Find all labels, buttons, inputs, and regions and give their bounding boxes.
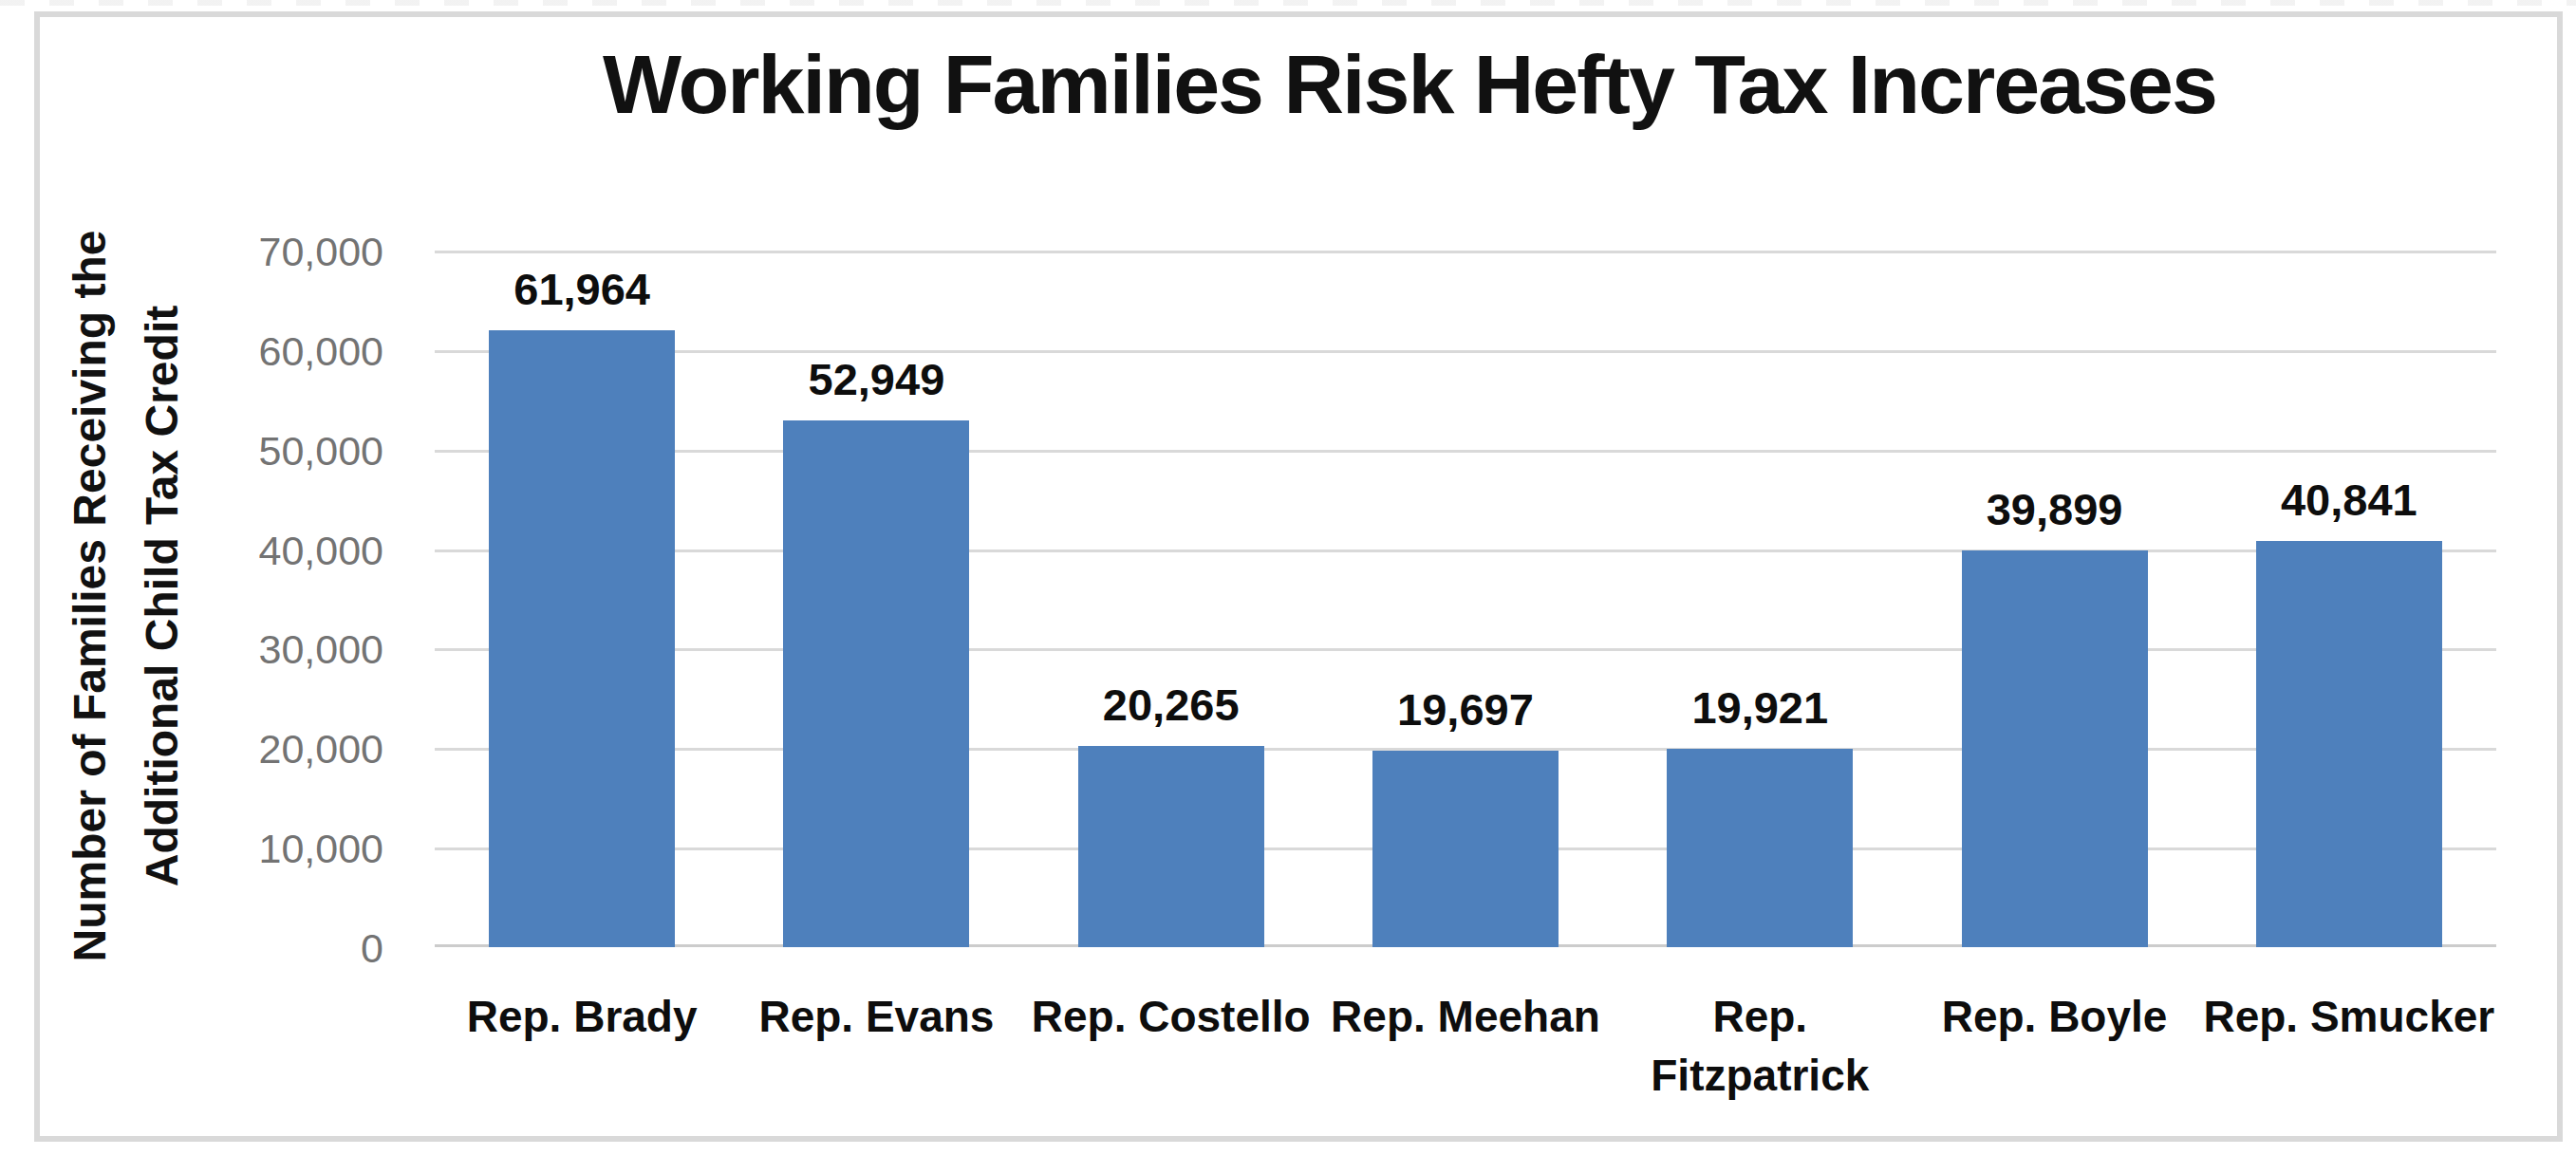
bar-value-label: 19,921 [1613, 681, 1907, 734]
y-axis-tick-label: 70,000 [0, 227, 383, 276]
y-axis-tick-label: 60,000 [0, 326, 383, 376]
bar-rep-costello [1078, 746, 1264, 947]
bar-rep-meehan [1372, 751, 1559, 947]
y-axis-tick-label: 10,000 [0, 824, 383, 873]
top-dashed-artifact [0, 0, 2576, 6]
gridline [435, 251, 2496, 253]
x-axis-category-label: Rep. Boyle [1907, 987, 2201, 1046]
x-axis-category-label: Rep. Brady [435, 987, 729, 1046]
bar-value-label: 61,964 [435, 263, 729, 315]
x-axis-category-label: Rep. Smucker [2202, 987, 2496, 1046]
x-axis-category-label: Rep. Fitzpatrick [1613, 987, 1907, 1105]
chart-image: Working Families Risk Hefty Tax Increase… [0, 0, 2576, 1155]
bar-value-label: 19,697 [1318, 683, 1613, 736]
gridline [435, 550, 2496, 552]
x-axis-category-label: Rep. Evans [729, 987, 1023, 1046]
bar-rep-evans [783, 420, 969, 947]
y-axis-tick-labels: 70,00060,00050,00040,00030,00020,00010,0… [0, 251, 383, 947]
bar-value-label: 39,899 [1907, 483, 2201, 535]
y-axis-tick-label: 40,000 [0, 526, 383, 575]
y-axis-tick-label: 30,000 [0, 624, 383, 674]
bar-value-label: 20,265 [1024, 679, 1318, 731]
y-axis-tick-label: 20,000 [0, 724, 383, 773]
x-axis-category-label: Rep. Meehan [1318, 987, 1613, 1046]
y-axis-tick-label: 50,000 [0, 426, 383, 475]
bar-value-label: 52,949 [729, 353, 1023, 405]
bar-value-label: 40,841 [2202, 474, 2496, 526]
bar-rep-smucker [2256, 541, 2442, 947]
x-axis-category-labels: Rep. BradyRep. EvansRep. CostelloRep. Me… [435, 987, 2496, 1120]
x-axis-category-label: Rep. Costello [1024, 987, 1318, 1046]
bar-rep-fitzpatrick [1667, 749, 1853, 947]
chart-title: Working Families Risk Hefty Tax Increase… [294, 36, 2525, 133]
gridline [435, 648, 2496, 651]
y-axis-tick-label: 0 [0, 923, 383, 973]
bar-rep-boyle [1962, 550, 2148, 947]
plot-area: 61,96452,949 20,26519,69719,921 39,89940,8… [435, 251, 2496, 947]
bar-rep-brady [489, 330, 675, 947]
gridline [435, 450, 2496, 453]
